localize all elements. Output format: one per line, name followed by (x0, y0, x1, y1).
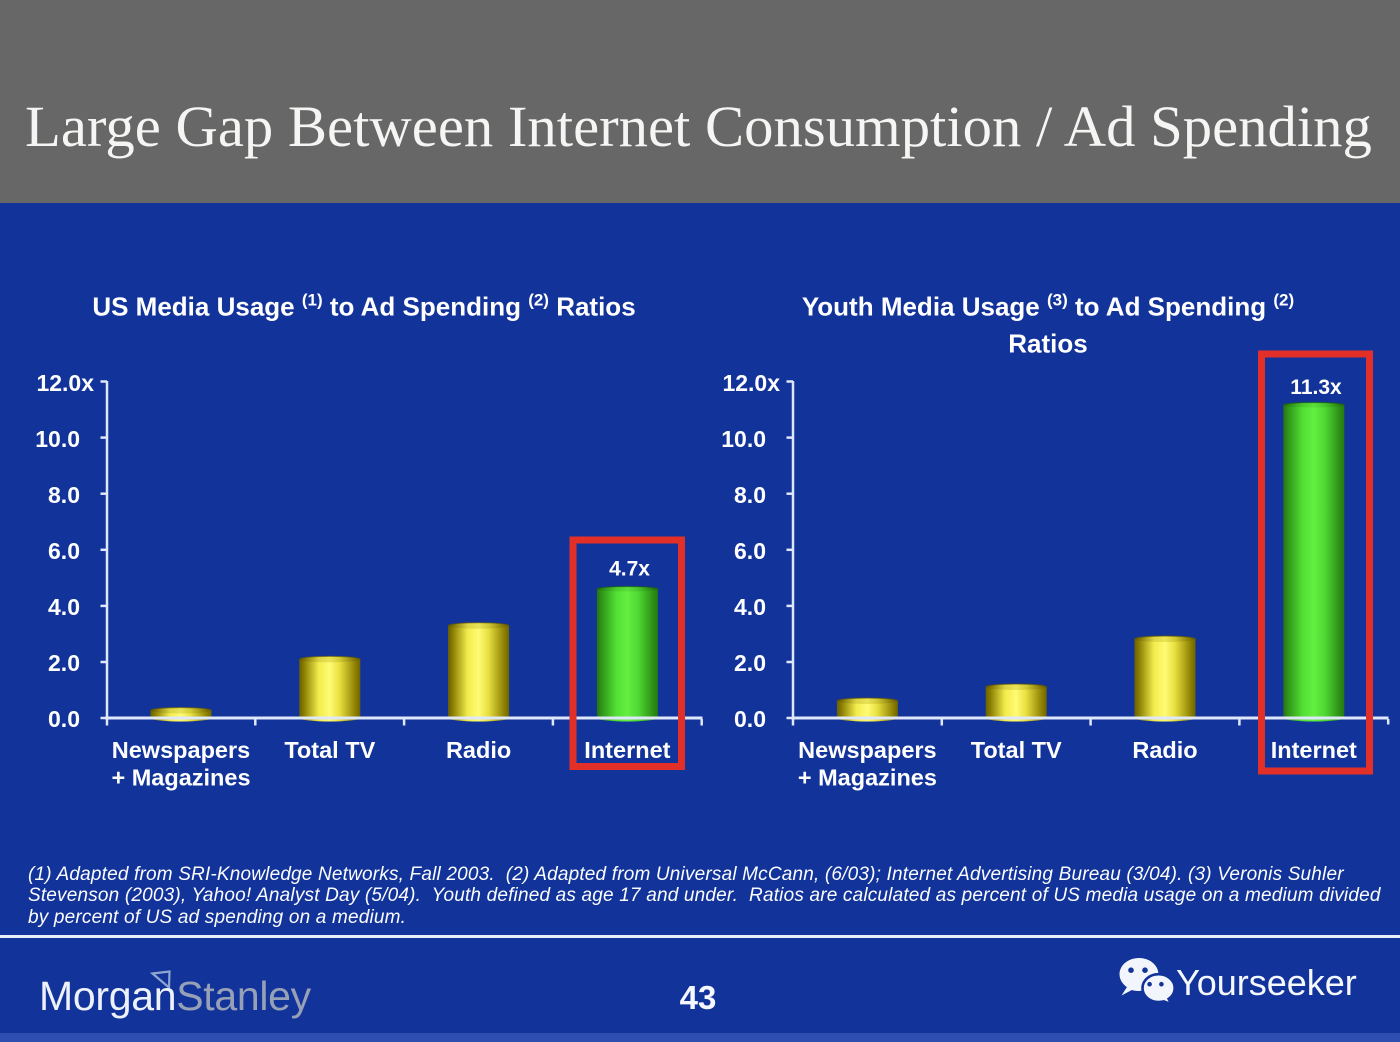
svg-text:0.0: 0.0 (734, 706, 766, 732)
svg-text:8.0: 8.0 (48, 482, 80, 508)
svg-text:4.0: 4.0 (48, 594, 80, 620)
svg-text:4.0: 4.0 (734, 594, 766, 620)
svg-text:Total TV: Total TV (284, 737, 375, 763)
svg-text:Ratios: Ratios (1008, 329, 1087, 359)
svg-text:Total TV: Total TV (971, 737, 1062, 763)
svg-text:Radio: Radio (446, 737, 511, 763)
svg-text:Internet: Internet (584, 737, 670, 763)
svg-text:11.3x: 11.3x (1290, 376, 1342, 399)
svg-text:4.7x: 4.7x (609, 558, 650, 581)
svg-text:2.0: 2.0 (48, 650, 80, 676)
svg-text:Internet: Internet (1271, 737, 1357, 763)
svg-text:12.0x: 12.0x (36, 370, 94, 396)
svg-text:12.0x: 12.0x (722, 370, 780, 396)
svg-text:10.0: 10.0 (35, 426, 80, 452)
svg-text:2.0: 2.0 (734, 650, 766, 676)
svg-text:Newspapers: Newspapers (798, 737, 936, 763)
svg-text:6.0: 6.0 (48, 538, 80, 564)
svg-text:6.0: 6.0 (734, 538, 766, 564)
svg-text:Radio: Radio (1132, 737, 1197, 763)
svg-text:8.0: 8.0 (734, 482, 766, 508)
svg-text:Youth Media Usage (3) to Ad Sp: Youth Media Usage (3) to Ad Spending (2) (802, 291, 1294, 322)
svg-text:+ Magazines: + Magazines (111, 765, 250, 791)
svg-text:0.0: 0.0 (48, 706, 80, 732)
svg-text:US Media Usage (1) to Ad Spend: US Media Usage (1) to Ad Spending (2) Ra… (92, 291, 635, 322)
svg-text:10.0: 10.0 (721, 426, 766, 452)
svg-text:Newspapers: Newspapers (112, 737, 250, 763)
svg-text:+ Magazines: + Magazines (798, 765, 937, 791)
